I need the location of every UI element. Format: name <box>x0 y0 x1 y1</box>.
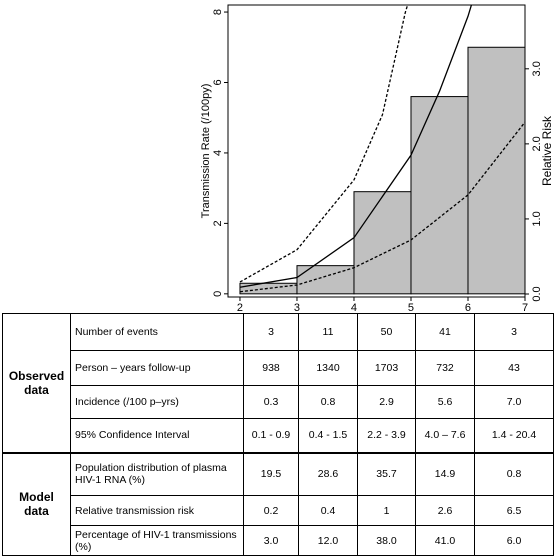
table-cell: 732 <box>415 350 475 386</box>
table-cell: 50 <box>357 313 416 351</box>
table-cell: 7.0 <box>474 385 554 419</box>
table-cell: 0.4 - 1.5 <box>298 418 358 453</box>
y-tick-label: 0 <box>212 291 224 297</box>
group-label: Model data <box>2 451 71 556</box>
row-label: Incidence (/100 p–yrs) <box>70 385 244 419</box>
table-row: 95% Confidence Interval 0.1 - 0.9 0.4 - 1.… <box>3 418 554 453</box>
curve <box>239 5 473 288</box>
y2-axis-title: Relative Risk <box>540 115 554 186</box>
y-tick-label: 8 <box>212 9 224 15</box>
table-cell: 2.2 - 3.9 <box>357 418 416 453</box>
row-label: 95% Confidence Interval <box>70 418 244 453</box>
y-tick-label: 4 <box>212 150 224 156</box>
table-cell: 2.6 <box>415 495 475 526</box>
table-cell: 6.5 <box>474 495 554 526</box>
table-cell: 0.2 <box>243 495 299 526</box>
table-cell: 1703 <box>357 350 416 386</box>
row-label: Relative transmission risk <box>70 495 244 526</box>
table-row: Relative transmission risk 0.2 0.4 1 2.6 6.5 <box>3 495 554 526</box>
table-cell: 6.0 <box>474 525 554 556</box>
table-cell: 28.6 <box>298 451 358 496</box>
curves <box>239 5 525 293</box>
table-cell: 0.1 - 0.9 <box>243 418 299 453</box>
group-label: Observed data <box>2 313 71 453</box>
curve <box>239 121 525 293</box>
bar <box>410 96 469 295</box>
table-cell: 1340 <box>298 350 358 386</box>
table-cell: 5.6 <box>415 385 475 419</box>
y2-tick-label: 0.0 <box>531 286 543 301</box>
x-tick-label: 7 <box>522 302 528 312</box>
x-tick-label: 3 <box>294 302 300 312</box>
table-cell: 41 <box>415 313 475 351</box>
table-row: Model data Population distribution of pla… <box>2 451 554 556</box>
table-cell: 0.3 <box>243 385 299 419</box>
table-cell: 938 <box>243 350 299 386</box>
row-label: Percentage of HIV-1 transmissions (%) <box>70 525 244 556</box>
table-cell: 35.7 <box>357 451 416 496</box>
y-tick-label: 2 <box>212 220 224 226</box>
table-cell: 3 <box>243 313 299 351</box>
table-cell: 1 <box>357 495 416 526</box>
plot-frame <box>227 4 526 298</box>
x-tick-label: 2 <box>237 302 243 312</box>
table-row: Percentage of HIV-1 transmissions (%) 3.0… <box>3 525 554 556</box>
data-table: Observed data Number of events 3 11 50 41 3 Per… <box>2 313 554 556</box>
chart: Transmission Rate (/100py) Relative Risk… <box>200 4 554 312</box>
table-cell: 4.0 – 7.6 <box>415 418 475 453</box>
y2-tick-label: 3.0 <box>531 61 543 76</box>
table-cell: 41.0 <box>415 525 475 556</box>
row-label: Population distribution of plasma HIV-1 … <box>70 451 244 496</box>
table-cell: 38.0 <box>357 525 416 556</box>
table-cell: 0.8 <box>298 385 358 419</box>
table-cell: 3 <box>474 313 554 351</box>
y2-tick-label: 2.0 <box>531 136 543 151</box>
bar <box>467 46 526 295</box>
y-tick-label: 6 <box>212 79 224 85</box>
table-cell: 14.9 <box>415 451 475 496</box>
x-tick-label: 4 <box>351 302 357 312</box>
table-cell: 2.9 <box>357 385 416 419</box>
x-tick-label: 5 <box>408 302 414 312</box>
table-row: Incidence (/100 p–yrs) 0.3 0.8 2.9 5.6 7.0 <box>3 385 554 419</box>
table-cell: 19.5 <box>243 451 299 496</box>
table-cell: 0.4 <box>298 495 358 526</box>
bar <box>239 282 298 295</box>
table-cell: 1.4 - 20.4 <box>474 418 554 453</box>
table-cell: 0.8 <box>474 451 554 496</box>
curve <box>239 5 409 283</box>
bar <box>296 265 355 295</box>
y2-tick-label: 1.0 <box>531 211 543 226</box>
table-cell: 11 <box>298 313 358 351</box>
row-label: Person – years follow-up <box>70 350 244 386</box>
table-cell: 12.0 <box>298 525 358 556</box>
table-row: Person – years follow-up 938 1340 1703 732 43 <box>3 350 554 386</box>
y-axis-title: Transmission Rate (/100py) <box>200 84 212 219</box>
table-row: Observed data Number of events 3 11 50 41 3 <box>2 313 554 453</box>
bar <box>353 191 412 295</box>
table-cell: 3.0 <box>243 525 299 556</box>
table-cell: 43 <box>474 350 554 386</box>
x-tick-label: 6 <box>465 302 471 312</box>
row-label: Number of events <box>70 313 244 351</box>
